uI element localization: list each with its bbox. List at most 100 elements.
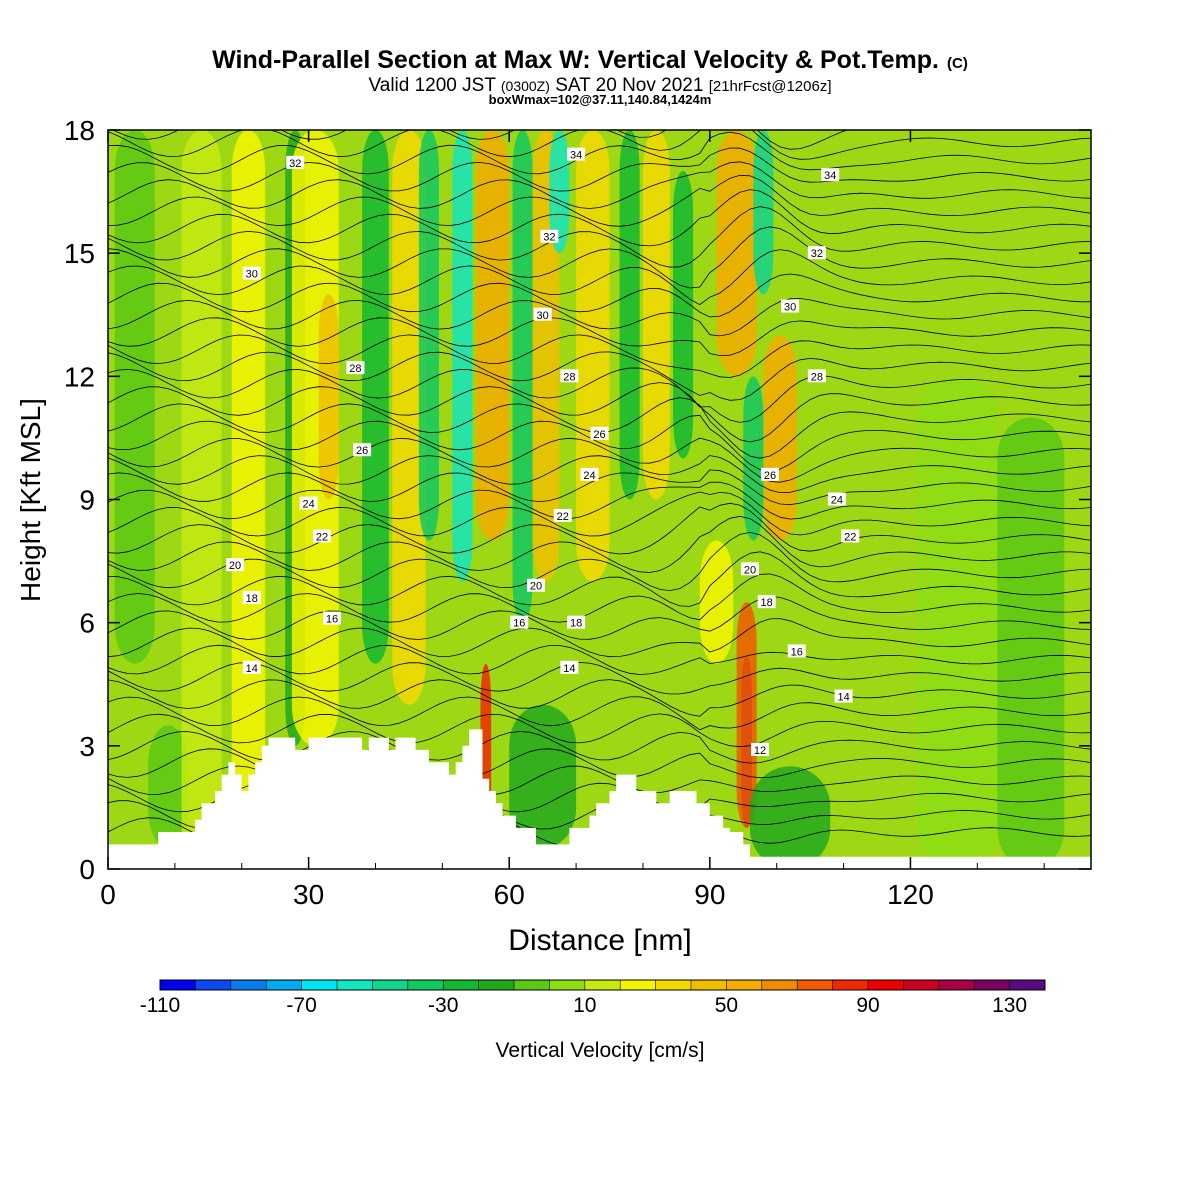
theta-label-text: 28: [811, 371, 823, 383]
colorbar-swatch: [726, 980, 763, 990]
colorbar-swatch: [407, 980, 444, 990]
theta-contour-line: [108, 367, 1091, 423]
theta-label: 20: [740, 562, 759, 576]
theta-label-text: 26: [356, 445, 368, 457]
theta-label: 32: [807, 246, 826, 260]
y-tick-label: 0: [79, 854, 95, 885]
velocity-band: [318, 294, 339, 500]
theta-label-text: 16: [326, 614, 338, 626]
colorbar-swatch: [301, 980, 338, 990]
colorbar-swatch: [478, 980, 515, 990]
theta-label: 30: [533, 307, 552, 322]
theta-contour-line: [108, 502, 1091, 555]
colorbar-swatch: [160, 980, 196, 990]
colorbar-tick-label: 130: [992, 994, 1027, 1017]
velocity-band: [736, 602, 757, 828]
velocity-band: [549, 130, 570, 254]
theta-contour-line: [108, 679, 1091, 717]
x-tick-label: 30: [293, 879, 324, 910]
theta-contour-line: [108, 455, 1091, 494]
theta-contour-line: [108, 414, 1091, 472]
velocity-band: [418, 130, 440, 541]
x-tick-label: 60: [494, 879, 525, 910]
subtitle-utc: (0300Z): [501, 78, 550, 94]
theta-label: 28: [560, 369, 579, 383]
theta-contour-line: [108, 491, 1091, 537]
y-tick-label: 18: [64, 115, 95, 146]
velocity-band: [509, 704, 577, 849]
velocity-band: [917, 376, 998, 869]
velocity-band: [997, 417, 1065, 869]
theta-contour-line: [108, 249, 1091, 306]
theta-label-text: 34: [570, 150, 582, 162]
theta-contour-line: [108, 573, 1091, 623]
theta-label-text: 24: [583, 470, 595, 482]
subtitle-valid: Valid 1200 JST: [368, 75, 496, 96]
theta-label: 14: [560, 660, 579, 675]
theta-label: 18: [242, 591, 261, 605]
y-tick-label: 12: [64, 361, 95, 392]
theta-contour-line: [108, 662, 1091, 695]
chart-subtitle-box: boxWmax=102@37.11,140.84,1424m: [489, 92, 712, 107]
theta-contour-line: [108, 618, 1091, 658]
theta-label-text: 14: [837, 692, 849, 704]
theta-label-text: 28: [349, 363, 361, 375]
theta-label-text: 30: [246, 269, 258, 281]
velocity-band: [392, 130, 426, 705]
velocity-band: [763, 335, 797, 541]
theta-contour-line: [108, 206, 1091, 268]
theta-label-text: 32: [811, 248, 823, 260]
theta-label-text: 30: [784, 302, 796, 314]
theta-contour-line: [108, 273, 1091, 318]
theta-label-text: 20: [530, 581, 542, 593]
theta-label: 26: [590, 426, 609, 441]
theta-label: 22: [553, 508, 572, 523]
velocity-band: [619, 130, 640, 500]
y-tick-label: 15: [64, 238, 95, 269]
subtitle-date: SAT 20 Nov 2021: [555, 75, 703, 96]
colorbar-swatch: [832, 980, 869, 990]
theta-label: 24: [299, 496, 318, 511]
colorbar-tick-label: 90: [856, 994, 879, 1017]
theta-label-text: 26: [593, 429, 605, 441]
colorbar-frame: [159, 979, 1046, 991]
velocity-band: [452, 130, 473, 582]
colorbar-swatch: [337, 980, 373, 990]
colorbar-tick-label: -70: [286, 994, 316, 1017]
colorbar-tick-label: 50: [715, 994, 738, 1017]
theta-contour-line: [108, 382, 1091, 443]
colorbar-tick-label: 10: [573, 994, 596, 1017]
theta-label-text: 26: [764, 470, 776, 482]
colorbar-swatch: [974, 980, 1011, 990]
theta-label: 14: [242, 660, 261, 675]
theta-label-text: 22: [844, 531, 856, 543]
colorbar-swatch: [655, 980, 692, 990]
theta-contour-line: [108, 351, 1091, 401]
x-tick-label: 120: [887, 879, 934, 910]
theta-label-text: 24: [831, 495, 843, 507]
colorbar-label: Vertical Velocity [cm/s]: [496, 1039, 705, 1062]
velocity-field: [114, 130, 1065, 869]
theta-contour-line: [108, 174, 1091, 227]
theta-label: 34: [567, 147, 586, 162]
theta-contour-line: [108, 551, 1091, 607]
chart-subtitle: Valid 1200 JST (0300Z) SAT 20 Nov 2021 […: [368, 75, 831, 96]
y-tick-label: 3: [79, 731, 95, 762]
theta-contour-line: [108, 334, 1091, 378]
colorbar-swatch: [903, 980, 940, 990]
theta-label-text: 20: [229, 560, 241, 572]
x-tick-label: 90: [694, 879, 725, 910]
colorbar-tick-label: -110: [140, 994, 180, 1017]
colorbar-swatch: [761, 980, 798, 990]
theta-label: 14: [834, 689, 853, 704]
velocity-band: [148, 725, 189, 849]
velocity-band: [512, 130, 533, 623]
velocity-band: [362, 130, 389, 664]
theta-label-text: 18: [570, 618, 582, 630]
colorbar-swatch: [868, 980, 904, 990]
subtitle-forecast: [21hrFcst@1206z]: [709, 78, 832, 95]
theta-label: 22: [841, 529, 860, 543]
colorbar-swatch: [443, 980, 480, 990]
theta-label-text: 14: [246, 663, 258, 675]
velocity-band: [231, 130, 266, 869]
